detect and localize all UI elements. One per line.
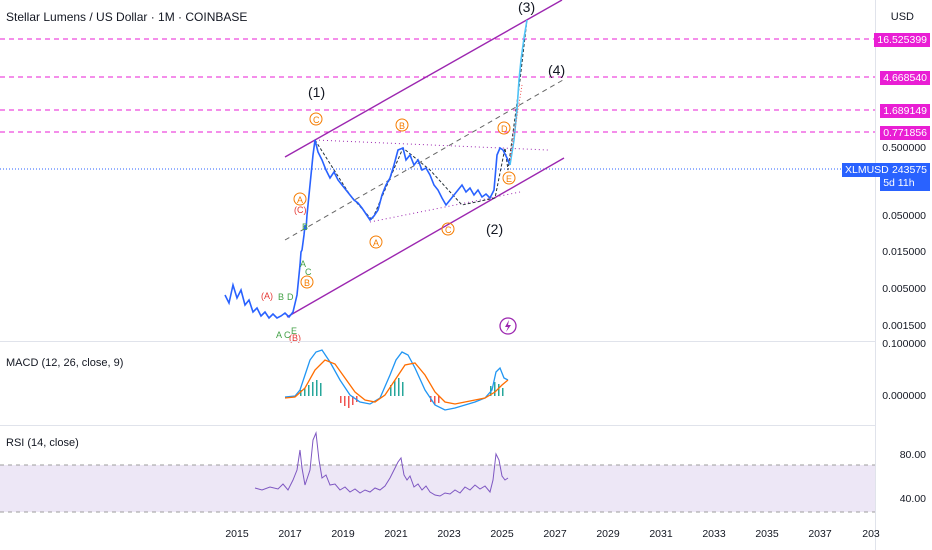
circled-C-top: C bbox=[309, 112, 323, 126]
circled-A-left: A bbox=[293, 192, 307, 206]
currency-label[interactable]: USD bbox=[890, 11, 914, 23]
small-C-bottom: C bbox=[284, 330, 291, 340]
wave-labels: (1) (2) (3) (4) C B D E A C A B (C) (A) … bbox=[261, 0, 565, 343]
level-tag: 4.668540 bbox=[880, 71, 930, 85]
circled-D: D bbox=[497, 121, 511, 135]
triangle-lower-line bbox=[369, 191, 521, 223]
paren-B-label: (B) bbox=[289, 333, 301, 343]
time-tick: 2033 bbox=[702, 528, 726, 540]
wave-label-4: (4) bbox=[548, 62, 565, 78]
circled-A-mid: A bbox=[369, 235, 383, 249]
macd-label[interactable]: MACD (12, 26, close, 9) bbox=[6, 357, 124, 369]
rsi-tick: 40.00 bbox=[899, 493, 926, 505]
signal-line bbox=[284, 359, 509, 405]
small-A-mid: A bbox=[300, 259, 306, 269]
small-B-left: B bbox=[278, 292, 284, 302]
level-tag: 1.689149 bbox=[880, 104, 930, 118]
macd-line bbox=[284, 349, 509, 411]
pane-separator[interactable] bbox=[0, 425, 876, 426]
price-line bbox=[224, 139, 511, 320]
svg-text:E: E bbox=[506, 174, 512, 184]
rsi-line bbox=[254, 431, 509, 497]
time-tick: 2015 bbox=[225, 528, 249, 540]
macd-tick: 0.000000 bbox=[882, 390, 926, 402]
rsi-label[interactable]: RSI (14, close) bbox=[6, 437, 79, 449]
time-tick: 2029 bbox=[596, 528, 620, 540]
trend-channel[interactable] bbox=[284, 0, 565, 318]
time-tick: 2037 bbox=[808, 528, 832, 540]
price-tick: 0.500000 bbox=[882, 142, 926, 154]
triangle-upper-line bbox=[314, 139, 549, 151]
time-tick: 2027 bbox=[543, 528, 567, 540]
time-tick: 2021 bbox=[384, 528, 408, 540]
svg-text:C: C bbox=[313, 115, 320, 125]
price-tick: 0.015000 bbox=[882, 246, 926, 258]
time-tick: 2019 bbox=[331, 528, 355, 540]
rsi-band bbox=[0, 465, 876, 512]
circled-B-top: B bbox=[395, 118, 409, 132]
lightning-icon[interactable] bbox=[499, 317, 517, 335]
macd-histogram bbox=[300, 378, 504, 408]
channel-mid-line bbox=[284, 79, 564, 241]
time-tick: 203 bbox=[862, 528, 880, 540]
wave-label-1: (1) bbox=[308, 84, 325, 100]
time-tick: 2035 bbox=[755, 528, 779, 540]
small-C-mid: C bbox=[305, 267, 312, 277]
countdown: 5d 11h bbox=[883, 177, 915, 189]
level-tag: 0.771856 bbox=[880, 126, 930, 140]
symbol-tag: XLMUSD bbox=[842, 163, 892, 177]
svg-text:B: B bbox=[304, 278, 310, 288]
paren-A-label: (A) bbox=[261, 291, 273, 301]
price-tick: 0.005000 bbox=[882, 283, 926, 295]
circled-B-left: B bbox=[300, 275, 314, 289]
circled-C-mid: C bbox=[441, 222, 455, 236]
current-price: 0.243575 bbox=[883, 164, 927, 176]
channel-lower-line bbox=[286, 157, 565, 318]
projection-line bbox=[509, 19, 528, 166]
svg-text:B: B bbox=[399, 121, 405, 131]
circled-E: E bbox=[502, 171, 516, 185]
time-tick: 2025 bbox=[490, 528, 514, 540]
small-E-bottom: E bbox=[291, 326, 297, 336]
paren-C-label: (C) bbox=[294, 205, 307, 215]
price-levels bbox=[0, 38, 876, 170]
small-B-mid: B bbox=[302, 222, 308, 232]
macd-tick: 0.100000 bbox=[882, 338, 926, 350]
small-D-left: D bbox=[287, 292, 294, 302]
svg-text:A: A bbox=[373, 238, 379, 248]
channel-upper-line bbox=[284, 0, 563, 158]
time-tick: 2017 bbox=[278, 528, 302, 540]
svg-text:A: A bbox=[297, 195, 303, 205]
svg-text:C: C bbox=[445, 225, 452, 235]
rsi-tick: 80.00 bbox=[899, 449, 926, 461]
price-tick: 0.050000 bbox=[882, 210, 926, 222]
price-tick: 0.001500 bbox=[882, 320, 926, 332]
svg-text:D: D bbox=[501, 124, 508, 134]
projection-guide bbox=[509, 84, 523, 161]
price-axis[interactable]: USD 16.525399 4.668540 1.689149 0.771856… bbox=[874, 0, 932, 550]
level-tag: 16.525399 bbox=[874, 33, 930, 47]
time-tick: 2031 bbox=[649, 528, 673, 540]
pane-separator[interactable] bbox=[0, 341, 876, 342]
chart-title: Stellar Lumens / US Dollar · 1M · COINBA… bbox=[6, 10, 248, 24]
wave-label-2: (2) bbox=[486, 221, 503, 237]
wave-label-3: (3) bbox=[518, 0, 535, 15]
time-tick: 2023 bbox=[437, 528, 461, 540]
small-A-bottom: A bbox=[276, 330, 282, 340]
